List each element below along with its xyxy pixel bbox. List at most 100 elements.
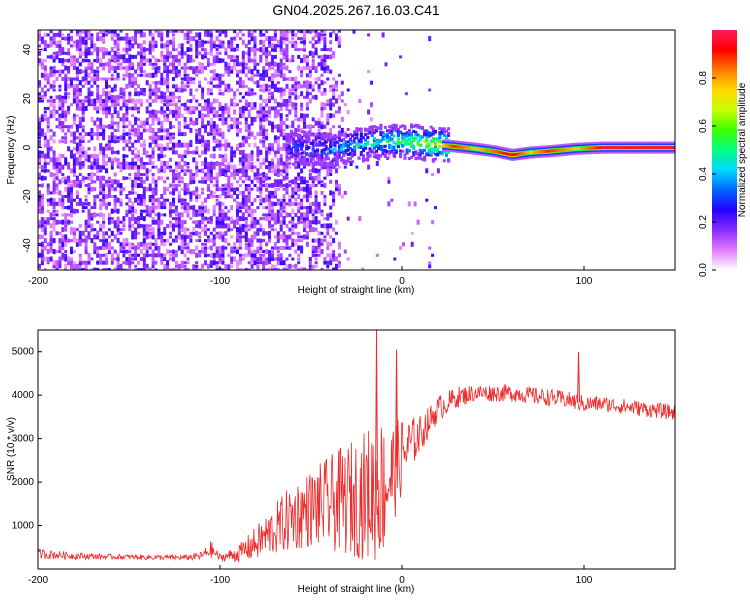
heatmap-cell bbox=[265, 150, 269, 155]
heatmap-cell bbox=[110, 220, 114, 224]
heatmap-cell bbox=[224, 238, 228, 244]
heatmap-cell bbox=[105, 77, 108, 81]
heatmap-cell bbox=[134, 39, 138, 45]
heatmap-cell bbox=[317, 40, 321, 44]
heatmap-cell bbox=[209, 164, 213, 170]
heatmap-cell bbox=[43, 138, 47, 144]
heatmap-cell bbox=[247, 186, 251, 192]
heatmap-cell bbox=[72, 183, 76, 188]
heatmap-cell bbox=[407, 137, 411, 141]
heatmap-cell bbox=[355, 127, 359, 131]
heatmap-cell bbox=[303, 113, 306, 118]
heatmap-cell bbox=[346, 153, 350, 156]
heatmap-cell bbox=[169, 55, 172, 59]
heatmap-cell bbox=[250, 73, 254, 78]
heatmap-cell bbox=[75, 102, 79, 107]
heatmap-cell bbox=[342, 138, 346, 142]
heatmap-cell bbox=[183, 154, 187, 159]
heatmap-cell bbox=[186, 99, 190, 103]
heatmap-cell bbox=[72, 238, 76, 243]
heatmap-cell bbox=[151, 256, 155, 262]
heatmap-cell bbox=[183, 183, 187, 188]
heatmap-cell bbox=[43, 77, 47, 81]
heatmap-cell bbox=[215, 216, 219, 221]
heatmap-cell bbox=[52, 206, 56, 210]
heatmap-cell bbox=[90, 99, 94, 103]
heatmap-cell bbox=[238, 231, 242, 235]
heatmap-cell bbox=[70, 194, 73, 199]
heatmap-cell bbox=[589, 146, 593, 150]
heatmap-cell bbox=[566, 148, 570, 151]
heatmap-cell bbox=[189, 36, 193, 42]
heatmap-cell bbox=[303, 121, 306, 125]
heatmap-cell bbox=[177, 172, 181, 177]
heatmap-cell bbox=[343, 249, 347, 254]
heatmap-cell bbox=[276, 257, 280, 261]
heatmap-cell bbox=[125, 99, 129, 103]
heatmap-cell bbox=[262, 128, 266, 133]
heatmap-cell bbox=[75, 66, 79, 70]
heatmap-cell bbox=[412, 153, 416, 157]
heatmap-cell bbox=[78, 268, 82, 270]
heatmap-cell bbox=[38, 154, 41, 159]
heatmap-cell bbox=[206, 113, 210, 118]
heatmap-cell bbox=[326, 231, 330, 236]
heatmap-cell bbox=[38, 117, 41, 122]
heatmap-cell bbox=[247, 136, 251, 140]
heatmap-cell bbox=[166, 48, 170, 52]
heatmap-cell bbox=[206, 81, 210, 85]
heatmap-cell bbox=[160, 32, 164, 38]
heatmap-cell bbox=[320, 180, 324, 184]
heatmap-cell bbox=[84, 43, 88, 49]
heatmap-cell bbox=[271, 58, 274, 64]
heatmap-cell bbox=[151, 117, 155, 121]
heatmap-cell bbox=[81, 50, 85, 56]
heatmap-cell bbox=[259, 132, 263, 137]
heatmap-cell bbox=[177, 184, 181, 187]
heatmap-cell bbox=[87, 147, 91, 151]
heatmap-cell bbox=[265, 157, 269, 163]
heatmap-cell bbox=[268, 219, 271, 225]
heatmap-cell bbox=[105, 51, 108, 56]
heatmap-cell bbox=[78, 102, 82, 108]
heatmap-cell bbox=[224, 264, 228, 269]
heatmap-cell bbox=[282, 132, 286, 136]
heatmap-cell bbox=[58, 47, 62, 53]
heatmap-cell bbox=[262, 116, 266, 122]
heatmap-cell bbox=[479, 147, 483, 151]
heatmap-cell bbox=[238, 190, 242, 195]
heatmap-cell bbox=[335, 231, 338, 235]
heatmap-cell bbox=[218, 223, 222, 229]
heatmap-cell bbox=[142, 162, 146, 165]
heatmap-cell bbox=[172, 43, 175, 49]
heatmap-cell bbox=[320, 102, 324, 108]
heatmap-cell bbox=[393, 257, 397, 261]
heatmap-cell bbox=[38, 157, 41, 162]
heatmap-cell bbox=[139, 197, 143, 203]
heatmap-cell bbox=[113, 187, 117, 192]
heatmap-cell bbox=[186, 257, 190, 261]
heatmap-cell bbox=[344, 149, 348, 152]
heatmap-cell bbox=[418, 143, 422, 147]
heatmap-cell bbox=[87, 201, 91, 206]
heatmap-cell bbox=[38, 84, 41, 88]
heatmap-cell bbox=[265, 213, 269, 217]
heatmap-cell bbox=[279, 95, 283, 99]
heatmap-cell bbox=[169, 147, 172, 151]
heatmap-cell bbox=[172, 227, 175, 232]
heatmap-cell bbox=[180, 238, 184, 243]
heatmap-cell bbox=[160, 72, 164, 78]
heatmap-cell bbox=[276, 246, 280, 250]
heatmap-cell bbox=[102, 50, 106, 56]
heatmap-cell bbox=[224, 187, 228, 191]
heatmap-cell bbox=[218, 105, 222, 111]
heatmap-cell bbox=[70, 139, 73, 143]
heatmap-cell bbox=[192, 268, 196, 270]
heatmap-cell bbox=[160, 260, 164, 265]
heatmap-cell bbox=[359, 153, 363, 156]
heatmap-cell bbox=[166, 238, 170, 243]
heatmap-cell bbox=[367, 109, 371, 115]
heatmap-cell bbox=[151, 194, 155, 199]
heatmap-cell bbox=[142, 191, 146, 195]
heatmap-cell bbox=[204, 209, 207, 213]
